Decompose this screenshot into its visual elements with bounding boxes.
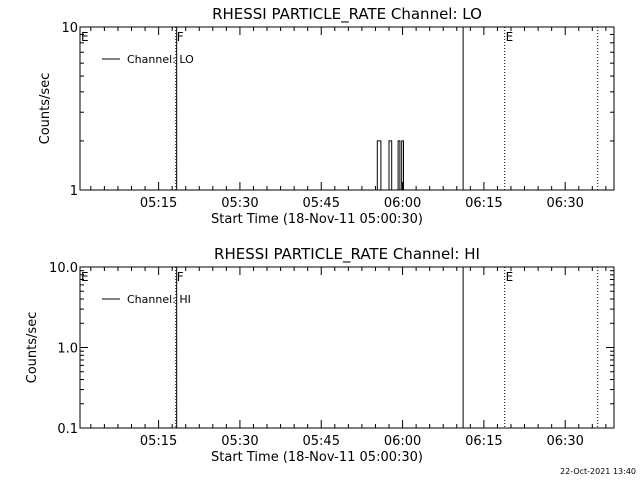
- legend-label: Channel: HI: [127, 293, 191, 306]
- x-tick-label: 05:30: [221, 434, 258, 449]
- y-tick-label: 1: [70, 184, 78, 199]
- x-tick-label: 06:00: [384, 196, 421, 211]
- x-axis-title: Start Time (18-Nov-11 05:00:30): [211, 212, 423, 227]
- legend-label: Channel: LO: [127, 53, 194, 66]
- y-axis-title: Counts/sec: [38, 73, 53, 145]
- y-tick-label: 10: [61, 21, 78, 36]
- x-tick-label: 05:30: [221, 196, 258, 211]
- x-tick-label: 06:30: [546, 434, 583, 449]
- panel-2: RHESSI PARTICLE_RATE Channel: HI 05:15 05:…: [25, 245, 615, 465]
- event-flag-label: E: [81, 270, 89, 284]
- x-tick-label: 05:45: [303, 196, 340, 211]
- x-tick-label: 06:00: [384, 434, 421, 449]
- event-flag-label: F: [177, 30, 184, 44]
- panel-1: RHESSI PARTICLE_RATE Channel: LO 05:15 05:…: [38, 5, 615, 227]
- event-flag-label: E: [506, 270, 514, 284]
- y-tick-label: 10.0: [49, 261, 78, 276]
- x-tick-label: 05:15: [140, 434, 177, 449]
- timestamp-stamp: 22-Oct-2021 13:40: [560, 467, 636, 476]
- event-flag-label: F: [177, 270, 184, 284]
- y-axis-title: Counts/sec: [25, 312, 40, 384]
- y-tick-label: 1.0: [57, 342, 78, 357]
- event-flag-label: E: [506, 30, 514, 44]
- series-line: [376, 140, 404, 191]
- x-tick-label: 05:15: [140, 196, 177, 211]
- event-flag-label: E: [81, 30, 89, 44]
- x-axis-title: Start Time (18-Nov-11 05:00:30): [211, 450, 423, 465]
- x-tick-label: 06:15: [465, 196, 502, 211]
- chart-title: RHESSI PARTICLE_RATE Channel: LO: [212, 5, 482, 24]
- chart-title: RHESSI PARTICLE_RATE Channel: HI: [214, 245, 480, 264]
- x-tick-label: 05:45: [303, 434, 340, 449]
- x-tick-label: 06:15: [465, 434, 502, 449]
- y-tick-label: 0.1: [57, 422, 78, 437]
- x-tick-label: 06:30: [546, 196, 583, 211]
